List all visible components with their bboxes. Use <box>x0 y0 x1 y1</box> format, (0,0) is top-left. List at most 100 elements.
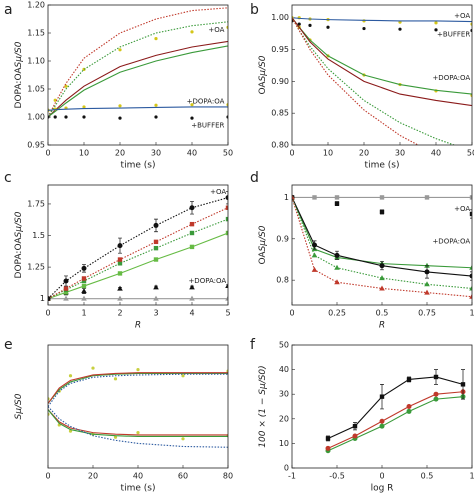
x-tick-label: 2 <box>117 309 122 318</box>
marker <box>81 283 87 289</box>
plot-frame <box>291 344 473 469</box>
marker <box>334 252 340 258</box>
y-tick-label: 1 <box>284 193 289 202</box>
marker <box>312 242 317 248</box>
y-axis-prefix: OA <box>258 81 268 95</box>
y-tick-label: 40 <box>279 365 289 374</box>
panel-letter: e <box>4 337 13 353</box>
annotation: +BUFFER <box>191 121 224 129</box>
y-axis-prefix: DOPA:OA <box>14 67 24 109</box>
marker <box>189 244 195 250</box>
series-line <box>48 372 228 404</box>
marker <box>189 284 195 290</box>
annotation: +DOPA:OA <box>187 98 225 106</box>
marker <box>190 30 194 34</box>
y-axis-title: Sμ/S0 <box>14 393 24 419</box>
y-tick-label: 1.75 <box>27 199 45 208</box>
x-axis-label: time (s) <box>121 161 156 171</box>
x-tick-label: 50 <box>467 149 474 158</box>
marker <box>153 245 159 251</box>
marker <box>189 221 195 227</box>
x-tick-label: 4 <box>189 309 194 318</box>
error-bar <box>470 271 472 281</box>
marker <box>424 281 430 287</box>
x-tick-label: 0 <box>289 309 294 318</box>
marker <box>312 195 317 200</box>
marker <box>64 115 68 119</box>
y-tick-label: 1.00 <box>271 13 289 22</box>
marker <box>113 435 118 439</box>
series-line <box>48 373 228 407</box>
series-line <box>48 409 228 436</box>
y-axis-label: Sμ/S0 <box>14 393 24 419</box>
plot-frame <box>47 344 229 469</box>
marker <box>311 266 318 272</box>
marker <box>154 103 158 107</box>
marker <box>82 115 86 119</box>
panel-letter: a <box>4 2 13 18</box>
marker <box>362 26 366 31</box>
marker <box>469 285 472 291</box>
marker <box>190 103 194 107</box>
x-axis-label: time (s) <box>365 161 400 171</box>
marker <box>225 205 228 210</box>
annotation: +DOPA:OA <box>432 74 470 82</box>
marker <box>469 264 472 270</box>
series-line <box>48 218 228 300</box>
series-line <box>292 17 472 95</box>
marker <box>117 257 123 262</box>
marker <box>153 257 159 262</box>
series-line <box>327 376 464 439</box>
x-tick-label: 40 <box>431 149 441 158</box>
y-tick-label: 20 <box>279 414 289 423</box>
x-tick-label: 10 <box>323 149 333 158</box>
marker <box>117 261 123 266</box>
marker <box>63 286 69 291</box>
y-axis-label: DOPA:OASμ/S0 <box>14 211 24 278</box>
annotation: +OA <box>454 205 470 213</box>
series-line <box>48 45 228 118</box>
y-tick-label: 1.20 <box>27 1 45 10</box>
error-bar <box>226 190 228 205</box>
plot-frame <box>291 184 473 306</box>
marker <box>424 269 430 275</box>
x-tick-label: 80 <box>223 472 233 481</box>
marker <box>334 201 340 206</box>
marker <box>311 252 318 258</box>
marker <box>154 115 158 119</box>
plot-frame <box>291 4 473 146</box>
x-tick-label: 0 <box>45 309 50 318</box>
marker <box>325 436 331 441</box>
marker <box>91 366 95 370</box>
marker <box>424 195 430 200</box>
y-tick-label: 0.8 <box>276 276 289 285</box>
y-tick-label: 0.85 <box>271 109 289 118</box>
marker <box>63 278 69 284</box>
y-tick-label: 1.05 <box>27 85 45 94</box>
x-tick-label: 0.5 <box>421 472 434 481</box>
marker <box>334 195 340 200</box>
y-axis-title: Sμ/S0 <box>14 211 24 237</box>
y-tick-label: 0.9 <box>276 234 289 243</box>
marker <box>118 48 122 52</box>
marker <box>81 265 87 271</box>
series-line <box>48 372 228 404</box>
marker <box>379 195 385 200</box>
marker <box>379 263 385 269</box>
panel-letter: d <box>250 170 259 186</box>
x-tick-label: 20 <box>88 472 98 481</box>
marker <box>326 25 330 29</box>
x-tick-label: 20 <box>115 149 125 158</box>
series-line <box>292 17 472 23</box>
marker <box>181 374 185 378</box>
series-line <box>327 396 464 452</box>
x-tick-label: 0.75 <box>418 309 436 318</box>
marker <box>117 271 123 276</box>
marker <box>153 222 159 228</box>
x-tick-label: 0.5 <box>376 309 389 318</box>
y-axis-label: OASμ/S0 <box>258 55 268 94</box>
marker <box>48 296 51 302</box>
marker <box>153 284 159 290</box>
marker <box>406 408 412 414</box>
